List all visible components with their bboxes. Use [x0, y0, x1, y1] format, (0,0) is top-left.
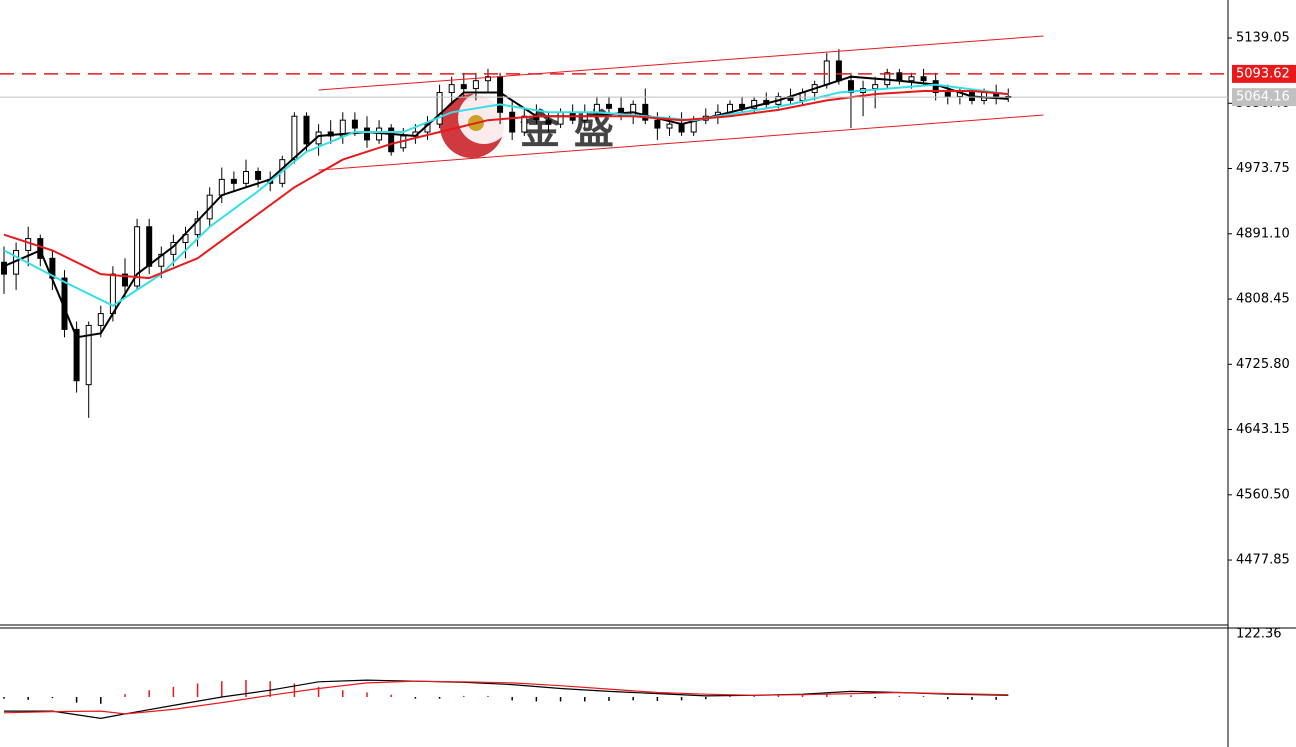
candle-body [388, 127, 395, 153]
candle-body [255, 170, 262, 180]
candle-body [642, 103, 649, 121]
candle-body [932, 80, 939, 94]
price-label: 5064.16 [1236, 90, 1290, 105]
candle-body [303, 115, 310, 145]
candle-body [436, 92, 443, 125]
candle-body [109, 273, 116, 315]
candle-body [121, 273, 128, 287]
candle-body [823, 60, 830, 86]
candle-body [363, 127, 370, 141]
candle-body [73, 328, 80, 382]
y-tick-label: 4891.10 [1236, 226, 1290, 241]
candle-body [472, 80, 479, 90]
candle-body [605, 103, 612, 109]
candle-body [291, 115, 298, 161]
price-box [1232, 88, 1296, 107]
candle-body [218, 178, 225, 196]
candle-body [0, 261, 7, 275]
candle-body [847, 80, 854, 94]
candle-body [545, 119, 552, 125]
candle-body [920, 76, 927, 82]
candle-body [25, 238, 32, 251]
price-box [1232, 64, 1296, 83]
y-tick-label: 4643.15 [1236, 422, 1290, 437]
y-tick-label: 122.36 [1236, 627, 1282, 642]
line-series [3, 680, 1009, 715]
candle-body [678, 123, 685, 133]
candle-body [158, 253, 165, 267]
line-series [4, 679, 1009, 720]
candle-body [230, 178, 237, 184]
y-tick-label: 4973.75 [1236, 161, 1290, 176]
candle-body [37, 238, 44, 259]
candle-body [739, 103, 746, 109]
y-tick-label: 5139.05 [1236, 31, 1290, 46]
y-tick-label: 4725.80 [1236, 357, 1290, 372]
candle-body [242, 170, 249, 184]
candle-body [557, 111, 564, 125]
price-label: 5093.62 [1236, 66, 1290, 81]
candle-body [944, 92, 951, 97]
candle-body [872, 84, 879, 90]
candle-body [146, 226, 153, 267]
candle-body [593, 103, 600, 113]
candle-body [85, 324, 92, 386]
candle-body [835, 60, 842, 82]
y-tick-label: 4808.45 [1236, 292, 1290, 307]
candle-body [194, 218, 201, 236]
candle-body [896, 72, 903, 82]
candle-body [654, 119, 661, 129]
line-series [3, 90, 1009, 280]
line-series [3, 83, 1009, 307]
candle-body [908, 76, 915, 82]
candle-body [448, 84, 455, 94]
line-series [318, 114, 1044, 171]
candle-body [134, 226, 141, 287]
candle-body [521, 115, 528, 133]
candle-body [751, 99, 758, 109]
candle-body [509, 111, 516, 133]
line-series [3, 75, 1009, 339]
candle-body [351, 119, 358, 129]
candle-body [97, 313, 104, 326]
line-series [318, 35, 1044, 91]
candle-body [484, 76, 491, 82]
candle-body [460, 84, 467, 90]
candle-body [666, 123, 673, 129]
y-tick-label: 4477.85 [1236, 553, 1290, 568]
y-tick-label: 4560.50 [1236, 487, 1290, 502]
